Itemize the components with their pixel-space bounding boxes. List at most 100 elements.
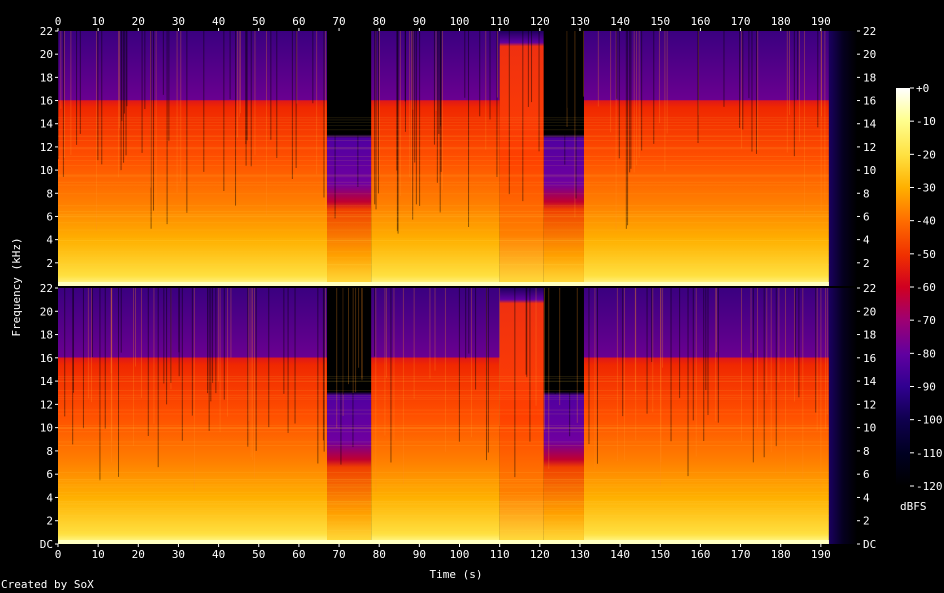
colorbar-tick-label: -90	[916, 381, 936, 394]
x-tick-label-bottom: 50	[252, 548, 265, 561]
x-tick-label-bottom: 120	[530, 548, 550, 561]
y-tick-label-right: 6	[863, 210, 870, 223]
channel-2-segment-7	[828, 288, 857, 544]
y-tick-label-right: 12	[863, 398, 876, 411]
y-tick-label-right: 8	[863, 187, 870, 200]
colorbar-tick-label: -70	[916, 314, 936, 327]
channel-1-segment-7	[828, 31, 857, 286]
y-tick-label-left: 12	[40, 398, 53, 411]
x-tick-label-bottom: 190	[811, 548, 831, 561]
x-tick-label-top: 0	[55, 15, 62, 28]
y-tick-label-right: 20	[863, 48, 876, 61]
credit-text: Created by SoX	[1, 578, 94, 591]
y-tick-label-left: 16	[40, 95, 53, 108]
x-tick-label-bottom: 140	[610, 548, 630, 561]
y-axis-right: 2 4 6 8 10 12 14 16 18 20 22 DC 2 4 6 8 10 12 14 16 18 20 22	[857, 25, 877, 551]
colorbar-tick-label: -80	[916, 347, 936, 360]
x-axis-top: 0 10 20 30 40 50 60 70 80 90 100 110 120 130 140 150 160…	[55, 15, 831, 31]
y-tick-label-left: 16	[40, 352, 53, 365]
y-tick-label-left: 2	[46, 515, 53, 528]
y-tick-label-left: 20	[40, 48, 53, 61]
x-tick-label-bottom: 150	[650, 548, 670, 561]
x-tick-label-bottom: 20	[132, 548, 145, 561]
x-tick-label-top: 100	[450, 15, 470, 28]
y-tick-label-left: 18	[40, 71, 53, 84]
y-tick-label-left: DC	[40, 538, 53, 551]
x-tick-label-top: 80	[373, 15, 386, 28]
y-tick-label-left: 18	[40, 329, 53, 342]
y-tick-label-left: 14	[40, 375, 54, 388]
channel-1-segment-2	[327, 31, 372, 286]
x-tick-label-top: 110	[490, 15, 510, 28]
x-tick-label-top: 150	[650, 15, 670, 28]
x-tick-label-bottom: 0	[55, 548, 62, 561]
x-tick-label-top: 130	[570, 15, 590, 28]
y-tick-label-right: 2	[863, 515, 870, 528]
colorbar-tick-label: -110	[916, 447, 943, 460]
colorbar-label: dBFS	[900, 500, 927, 513]
x-tick-label-top: 30	[172, 15, 185, 28]
x-tick-label-top: 60	[292, 15, 305, 28]
channel-2-segment-3	[371, 288, 500, 544]
colorbar-ticks: +0 -10 -20 -30 -40 -50 -60 -70 -80 -90 -100 -110 -12…	[910, 82, 943, 493]
x-tick-label-top: 70	[332, 15, 345, 28]
colorbar-tick-label: -20	[916, 148, 936, 161]
y-tick-label-right: 12	[863, 141, 876, 154]
x-tick-label-top: 160	[690, 15, 710, 28]
colorbar-tick-label: -50	[916, 248, 936, 261]
y-tick-label-left: 12	[40, 141, 53, 154]
x-tick-label-bottom: 110	[490, 548, 510, 561]
x-tick-label-bottom: 70	[332, 548, 345, 561]
colorbar-tick-label: -40	[916, 215, 936, 228]
y-tick-label-left: 10	[40, 422, 53, 435]
x-tick-label-bottom: 30	[172, 548, 185, 561]
y-tick-label-right: 16	[863, 352, 876, 365]
channel-2-segment-6	[583, 288, 829, 544]
y-tick-label-left: 8	[46, 445, 53, 458]
y-tick-label-left: 14	[40, 118, 54, 131]
colorbar-tick-label: -30	[916, 182, 936, 195]
colorbar-tick-label: -120	[916, 480, 943, 493]
channel-1-segment-5	[543, 31, 584, 286]
x-tick-label-bottom: 180	[771, 548, 791, 561]
x-tick-label-top: 40	[212, 15, 225, 28]
y-tick-label-right: 8	[863, 445, 870, 458]
channel-2-segment-2	[327, 288, 372, 544]
channel-2-segment-4	[499, 288, 544, 544]
x-tick-label-bottom: 10	[92, 548, 105, 561]
x-tick-label-top: 120	[530, 15, 550, 28]
channel-2-segment-5	[543, 288, 584, 544]
colorbar	[896, 88, 910, 486]
x-tick-label-bottom: 160	[690, 548, 710, 561]
y-tick-label-left: 6	[46, 210, 53, 223]
y-tick-label-left: 4	[46, 491, 53, 504]
channel-1-segment-1	[58, 31, 328, 286]
y-tick-label-right: 20	[863, 305, 876, 318]
channel-2-segment-1	[58, 288, 328, 544]
y-tick-label-left: 22	[40, 282, 53, 295]
y-tick-label-right: 22	[863, 25, 876, 38]
x-tick-label-bottom: 170	[731, 548, 751, 561]
x-tick-label-top: 170	[731, 15, 751, 28]
x-tick-label-top: 50	[252, 15, 265, 28]
y-tick-label-left: 4	[46, 234, 53, 247]
channel-1-segment-4	[499, 31, 544, 286]
y-tick-label-right: 14	[863, 118, 877, 131]
x-axis-bottom: 0 10 20 30 40 50 60 70 80 90 100 110 120 130 140 150 160…	[55, 544, 831, 561]
channel-1-segment-6	[583, 31, 829, 286]
x-tick-label-bottom: 40	[212, 548, 225, 561]
y-tick-label-left: 22	[40, 25, 53, 38]
y-tick-label-left: 8	[46, 187, 53, 200]
y-tick-label-right: 4	[863, 491, 870, 504]
y-axis-left: 2 4 6 8 10 12 14 16 18 20 22 DC 2 4 6 8 10 12 14 16 18 20 22	[40, 25, 58, 551]
channel-1-segment-3	[371, 31, 500, 286]
y-tick-label-left: 6	[46, 468, 53, 481]
x-tick-label-bottom: 80	[373, 548, 386, 561]
channel-2-dc-band	[58, 540, 829, 544]
y-axis-label: Frequency (kHz)	[10, 237, 23, 336]
y-tick-label-right: 10	[863, 422, 876, 435]
x-tick-label-top: 140	[610, 15, 630, 28]
y-tick-label-right: DC	[863, 538, 876, 551]
y-tick-label-right: 22	[863, 282, 876, 295]
